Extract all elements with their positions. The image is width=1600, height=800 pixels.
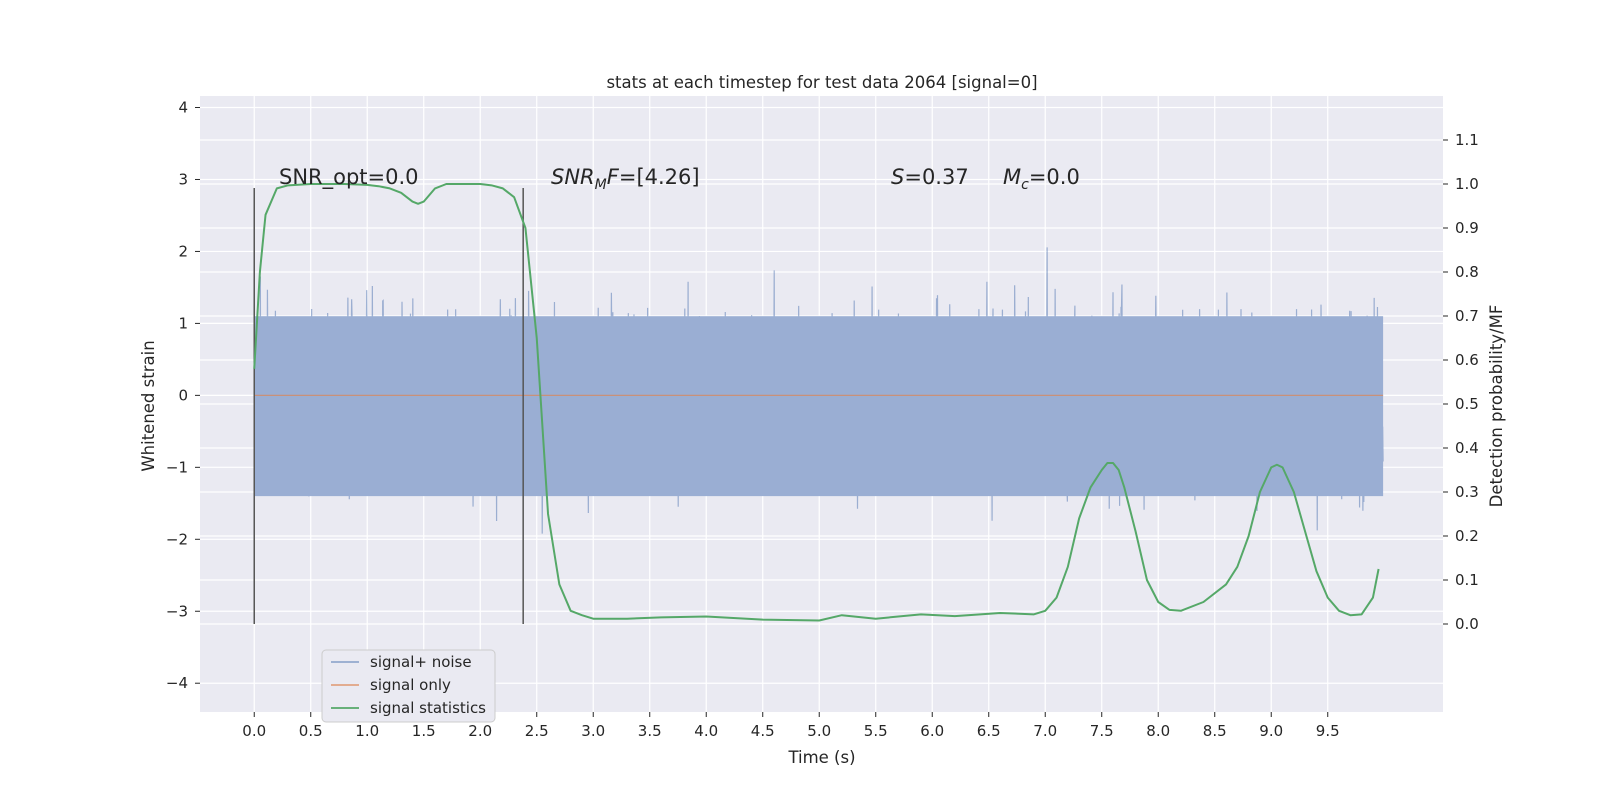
x-tick-label: 3.0 bbox=[581, 722, 605, 740]
x-tick-label: 7.0 bbox=[1033, 722, 1057, 740]
x-axis-label: Time (s) bbox=[787, 748, 855, 767]
legend-label-signal-noise: signal+ noise bbox=[370, 653, 472, 671]
annotation-s-value: =0.37 bbox=[904, 165, 968, 189]
y-axis-right-label: Detection probability/MF bbox=[1487, 305, 1506, 508]
x-tick-label: 8.5 bbox=[1203, 722, 1227, 740]
y-left-tick-label: −2 bbox=[166, 530, 188, 548]
y-right-tick-label: 0.7 bbox=[1455, 307, 1479, 325]
y-axis-left-label: Whitened strain bbox=[139, 340, 158, 471]
y-left-tick-label: 3 bbox=[178, 170, 188, 188]
y-right-tick-label: 1.1 bbox=[1455, 131, 1479, 149]
annotation-snr-mf-value: [4.26] bbox=[636, 165, 699, 189]
y-left-tick-label: 1 bbox=[178, 314, 188, 332]
x-tick-label: 3.5 bbox=[638, 722, 662, 740]
x-tick-label: 9.0 bbox=[1259, 722, 1283, 740]
x-tick-label: 5.0 bbox=[807, 722, 831, 740]
annotation-mc: Mc=0.0 bbox=[1003, 165, 1080, 193]
vertical-markers bbox=[253, 188, 524, 624]
x-tick-label: 8.0 bbox=[1146, 722, 1170, 740]
legend: signal+ noise signal only signal statist… bbox=[321, 649, 496, 723]
x-tick-label: 2.0 bbox=[468, 722, 492, 740]
x-tick-label: 6.5 bbox=[977, 722, 1001, 740]
y-left-tick-label: −1 bbox=[166, 458, 188, 476]
y-right-tick-label: 0.5 bbox=[1455, 395, 1479, 413]
y-left-tick-label: 4 bbox=[178, 99, 188, 117]
x-axis-ticks: 0.0 0.5 1.0 1.5 2.0 2.5 3.0 3.5 4.0 4.5 5.0 5.5 6.0 6… bbox=[242, 712, 1340, 740]
legend-label-signal-only: signal only bbox=[370, 676, 451, 694]
annotation-s: S=0.37 bbox=[891, 165, 969, 189]
x-tick-label: 6.0 bbox=[920, 722, 944, 740]
x-tick-label: 2.5 bbox=[525, 722, 549, 740]
signal-noise-series bbox=[253, 247, 1384, 534]
y-right-tick-label: 0.0 bbox=[1455, 615, 1479, 633]
y-right-tick-label: 0.9 bbox=[1455, 219, 1479, 237]
y-right-tick-label: 1.0 bbox=[1455, 175, 1479, 193]
y-left-tick-label: −3 bbox=[166, 602, 188, 620]
y-right-tick-label: 0.1 bbox=[1455, 571, 1479, 589]
x-tick-label: 0.5 bbox=[299, 722, 323, 740]
y-axis-left-ticks: 4 3 2 1 0 −1 −2 −3 −4 bbox=[166, 99, 200, 692]
x-tick-label: 1.5 bbox=[412, 722, 436, 740]
legend-box bbox=[321, 649, 496, 723]
x-tick-label: 0.0 bbox=[242, 722, 266, 740]
annotation-snr-mf: SNRMF=[4.26] bbox=[551, 165, 700, 193]
y-right-tick-label: 0.3 bbox=[1455, 483, 1479, 501]
annotation-mc-value: =0.0 bbox=[1029, 165, 1080, 189]
x-tick-label: 9.5 bbox=[1316, 722, 1340, 740]
y-right-tick-label: 0.4 bbox=[1455, 439, 1479, 457]
y-right-tick-label: 0.6 bbox=[1455, 351, 1479, 369]
y-left-tick-label: 0 bbox=[178, 386, 188, 404]
x-tick-label: 4.0 bbox=[694, 722, 718, 740]
annotation-snr-opt: SNR_opt=0.0 bbox=[279, 165, 419, 190]
x-tick-label: 7.5 bbox=[1090, 722, 1114, 740]
y-left-tick-label: −4 bbox=[166, 674, 188, 692]
x-tick-label: 4.5 bbox=[751, 722, 775, 740]
y-left-tick-label: 2 bbox=[178, 242, 188, 260]
signal-noise-band bbox=[254, 316, 1384, 497]
signal-statistics-series bbox=[253, 183, 1380, 622]
y-right-tick-label: 0.2 bbox=[1455, 527, 1479, 545]
signal-statistics-line bbox=[253, 183, 1380, 622]
y-axis-right-ticks: 1.1 1.0 0.9 0.8 0.7 0.6 0.5 0.4 0.3 0.2 0.1 0.0 bbox=[1443, 131, 1479, 633]
chart-title: stats at each timestep for test data 206… bbox=[606, 73, 1037, 92]
x-tick-label: 5.5 bbox=[864, 722, 888, 740]
y-right-tick-label: 0.8 bbox=[1455, 263, 1479, 281]
x-tick-label: 1.0 bbox=[355, 722, 379, 740]
legend-label-signal-statistics: signal statistics bbox=[370, 699, 486, 717]
